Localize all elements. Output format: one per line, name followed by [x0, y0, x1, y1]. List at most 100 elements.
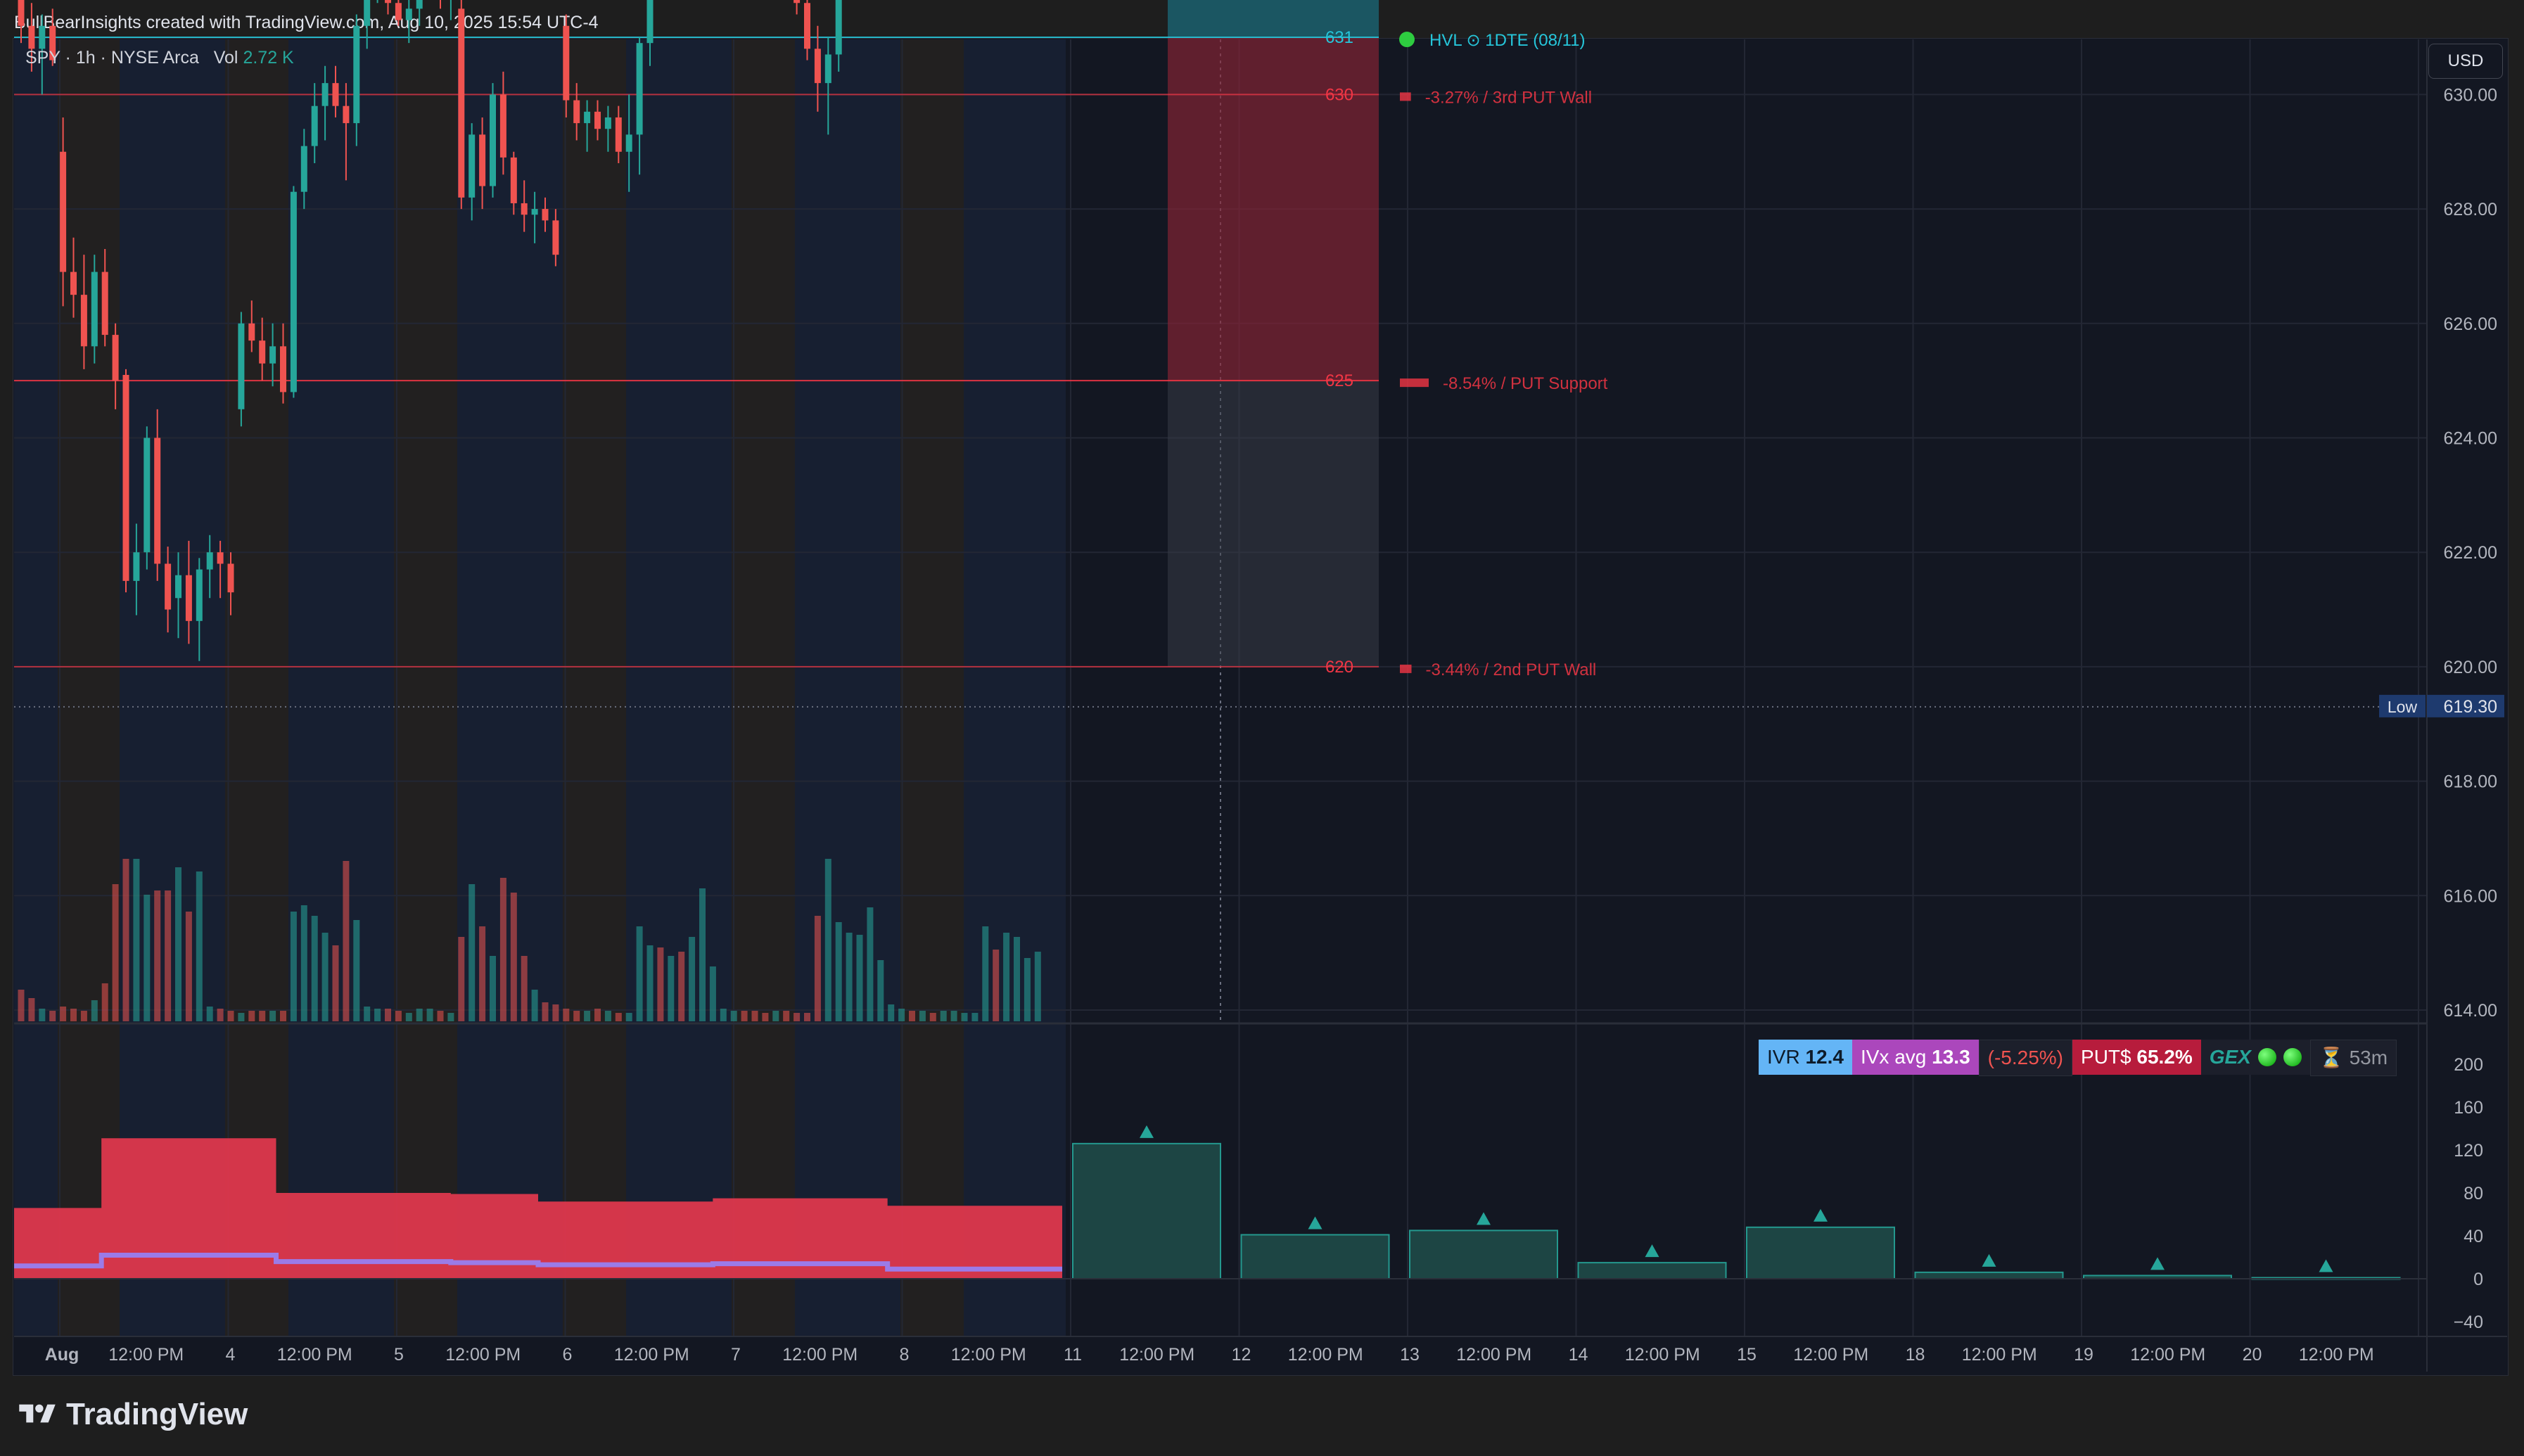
low-value: 619.30 [2444, 697, 2497, 717]
candle-body [248, 323, 255, 341]
candle-body [469, 134, 476, 198]
iv-area [14, 1138, 1062, 1279]
time-tick: 7 [731, 1345, 741, 1365]
session-band [120, 39, 183, 1336]
candle-body [39, 25, 46, 49]
volume-bar [175, 867, 181, 1021]
candle-body [133, 552, 140, 581]
ivx-badge: IVx avg 13.3 [1851, 1040, 1979, 1075]
volume-bar [971, 1013, 979, 1021]
vol-label: Vol [213, 48, 238, 68]
candle-body [70, 272, 77, 295]
volume-bar [552, 1004, 559, 1021]
volume-bar [867, 907, 874, 1021]
volume-bar [112, 884, 119, 1021]
price-tick: 618.00 [2444, 772, 2497, 792]
ivr-value: 12.4 [1805, 1046, 1844, 1068]
volume-bar [447, 1013, 454, 1021]
volume-bar [217, 1009, 224, 1021]
tradingview-logo[interactable]: TradingView [15, 1397, 248, 1432]
neutral-zone [1168, 381, 1379, 667]
candle-body [165, 563, 172, 610]
price-tick: 630.00 [2444, 85, 2497, 105]
iv-tick: −40 [2454, 1313, 2483, 1332]
volume-bar [720, 1009, 727, 1021]
candle-body [217, 552, 224, 564]
volume-bar [227, 1011, 234, 1021]
low-label: Low [2388, 698, 2418, 716]
price-tick: 624.00 [2444, 429, 2497, 449]
volume-bar [311, 916, 318, 1021]
candle-body [804, 3, 810, 49]
candle-body [479, 134, 486, 186]
volume-bar [185, 912, 192, 1021]
iv-tick: 200 [2454, 1055, 2483, 1075]
candle-body [814, 49, 821, 84]
brand-name: TradingView [66, 1397, 248, 1431]
volume-bar [699, 888, 706, 1021]
low-value-badge [2427, 694, 2504, 717]
volume-bar [856, 935, 863, 1021]
up-triangle-icon [2150, 1257, 2165, 1270]
volume-bar [615, 1013, 622, 1021]
volume-bars [18, 859, 1041, 1021]
forecast-bar [1746, 1226, 1895, 1280]
time-tick: 12:00 PM [1793, 1345, 1868, 1365]
volume-bar [510, 893, 517, 1021]
candle-body [824, 54, 831, 84]
candle-body [290, 191, 297, 392]
ivr-badge: IVR 12.4 [1759, 1040, 1852, 1075]
indicator-badges: IVR 12.4 IVx avg 13.3 (-5.25%) PUT$ 65.2… [1759, 1040, 2397, 1076]
volume-bar [91, 1000, 98, 1021]
volume-bar [741, 1011, 748, 1021]
volume-bar [479, 926, 486, 1021]
time-tick: 12:00 PM [277, 1345, 352, 1365]
candle-body [28, 25, 35, 49]
time-tick: 4 [226, 1345, 236, 1365]
volume-bar [39, 1009, 46, 1021]
candle-body [531, 209, 538, 215]
session-band [288, 39, 352, 1336]
volume-bar [321, 933, 329, 1021]
candle-body [332, 83, 339, 106]
candle-body [636, 43, 643, 135]
candle-body [521, 203, 528, 215]
volume-bar [165, 890, 172, 1021]
time-tick: 8 [900, 1345, 910, 1365]
symbol-legend[interactable]: SPY · 1h · NYSE Arca Vol 2.72 K [25, 48, 294, 68]
iv-line [14, 1252, 1062, 1272]
volume-bar [751, 1011, 758, 1021]
green-dot-icon [2283, 1048, 2302, 1066]
candle-body [18, 0, 25, 26]
vol-value: 2.72 K [243, 48, 294, 68]
time-tick: 12:00 PM [2130, 1345, 2205, 1365]
session-band [457, 39, 521, 1336]
forecast-bar [1914, 1271, 2064, 1279]
change-badge: (-5.25%) [1978, 1040, 2073, 1076]
time-tick: 12:00 PM [614, 1345, 689, 1365]
session-band [352, 39, 394, 1336]
volume-bar [793, 1013, 801, 1021]
put-value: 65.2% [2136, 1046, 2193, 1068]
up-triangle-icon [1645, 1244, 1659, 1258]
symbol-info: SPY · 1h · NYSE Arca [25, 48, 199, 68]
volume-bar [416, 1009, 423, 1021]
gex-level-lines [14, 37, 2427, 708]
volume-bar [783, 1011, 790, 1021]
time-tick: 12:00 PM [1456, 1345, 1531, 1365]
volume-bar [1003, 933, 1010, 1021]
strike-label: 625 [1325, 371, 1353, 390]
currency-button[interactable]: USD [2428, 44, 2503, 79]
price-tick: 620.00 [2444, 658, 2497, 677]
volume-bar [678, 952, 685, 1021]
time-tick: 12:00 PM [1962, 1345, 2037, 1365]
candle-body [594, 111, 601, 129]
candle-body [573, 100, 580, 124]
volume-bar [909, 1011, 915, 1021]
volume-bar [625, 1013, 632, 1021]
candle-body [321, 83, 329, 106]
forecast-bar [1409, 1230, 1558, 1279]
volume-bar [542, 1002, 549, 1021]
candle-body [584, 111, 591, 124]
